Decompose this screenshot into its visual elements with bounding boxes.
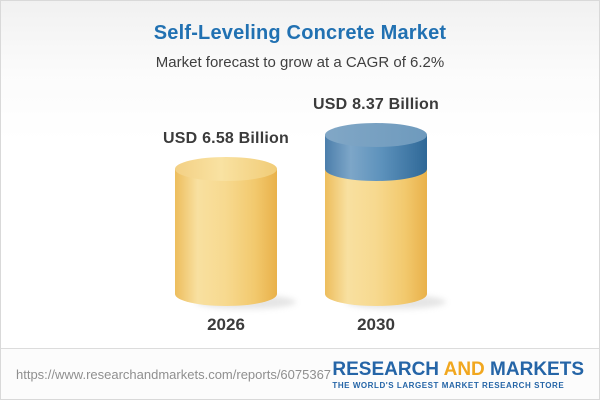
chart-subtitle: Market forecast to grow at a CAGR of 6.2…	[155, 54, 445, 71]
chart-title: Self-Leveling Concrete Market	[153, 22, 447, 44]
category-label-2026: 2026	[207, 315, 245, 334]
footer-bar: https://www.researchandmarkets.com/repor…	[1, 348, 599, 399]
value-label-2026: USD 6.58 Billion	[163, 130, 289, 147]
logo-tagline: THE WORLD'S LARGEST MARKET RESEARCH STOR…	[332, 381, 565, 390]
researchandmarkets-logo: RESEARCH AND MARKETS THE WORLD'S LARGEST…	[332, 358, 584, 390]
logo-word-markets: MARKETS	[490, 359, 584, 380]
chart-header: Self-Leveling Concrete Market Market for…	[1, 1, 599, 71]
value-label-2030: USD 8.37 Billion	[313, 96, 439, 113]
logo-word-and: AND	[443, 359, 485, 380]
logo-word-research: RESEARCH	[332, 359, 440, 380]
category-label-2030: 2030	[357, 315, 395, 334]
report-url-link[interactable]: https://www.researchandmarkets.com/repor…	[16, 366, 332, 382]
logo-wordmark: RESEARCH AND MARKETS	[332, 360, 584, 379]
